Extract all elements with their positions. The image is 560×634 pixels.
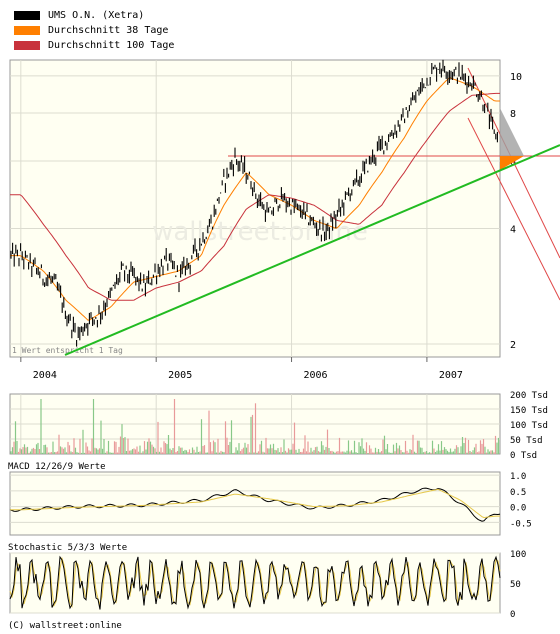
stochastic-title: Stochastic 5/3/3 Werte	[8, 543, 127, 553]
y-tick-label: -0.5	[510, 519, 532, 529]
macd-panel	[9, 471, 501, 536]
legend-swatch	[14, 41, 40, 50]
y-tick-label: 2	[510, 340, 516, 351]
macd-title: MACD 12/26/9 Werte	[8, 462, 106, 472]
downtrend-line	[467, 67, 560, 259]
triangle-gray	[500, 108, 524, 156]
y-tick-label: 10	[510, 72, 522, 83]
legend-item-sma38[interactable]: Durchschnitt 38 Tage	[14, 23, 174, 38]
legend-label: Durchschnitt 100 Tage	[48, 40, 175, 51]
volume-bars	[10, 399, 500, 454]
x-tick-label: 2004	[33, 370, 57, 381]
main-panel	[9, 59, 501, 358]
legend: UMS O.N. (Xetra) Durchschnitt 38 Tage Du…	[14, 8, 174, 53]
y-tick-label: 0.0	[510, 504, 526, 514]
x-tick-label: 2006	[304, 370, 328, 381]
y-tick-label: 0.5	[510, 488, 526, 498]
y-tick-label: 50 Tsd	[510, 436, 543, 446]
stoch-k-line	[9, 555, 501, 610]
price-series	[10, 59, 498, 347]
chart-note: 1 Wert entspricht 1 Tag	[12, 346, 123, 355]
y-tick-label: 0 Tsd	[510, 451, 537, 461]
legend-swatch	[14, 26, 40, 35]
x-tick-label: 2005	[168, 370, 192, 381]
y-tick-label: 150 Tsd	[510, 406, 548, 416]
signal-line	[10, 488, 500, 519]
y-tick-label: 50	[510, 580, 521, 590]
legend-label: Durchschnitt 38 Tage	[48, 25, 169, 36]
y-tick-label: 1.0	[510, 472, 526, 482]
trend-line	[64, 144, 560, 356]
legend-label: UMS O.N. (Xetra)	[48, 10, 145, 21]
y-tick-label: 0	[510, 610, 515, 620]
y-tick-label: 200 Tsd	[510, 391, 548, 401]
copyright-footer: (C) wallstreet:online	[8, 621, 122, 631]
y-tick-label: 4	[510, 225, 516, 236]
sma100-line	[10, 92, 500, 301]
triangle-orange	[500, 156, 524, 170]
y-tick-label: 8	[510, 109, 516, 120]
y-tick-label: 100 Tsd	[510, 421, 548, 431]
downtrend-line	[467, 117, 560, 301]
x-tick-label: 2007	[439, 370, 463, 381]
y-tick-label: 100	[510, 550, 526, 560]
legend-swatch	[14, 11, 40, 20]
macd-line	[9, 487, 501, 522]
legend-item-price[interactable]: UMS O.N. (Xetra)	[14, 8, 174, 23]
legend-item-sma100[interactable]: Durchschnitt 100 Tage	[14, 38, 174, 53]
y-tick-label: 6	[510, 157, 516, 168]
sma38-line	[10, 77, 500, 321]
